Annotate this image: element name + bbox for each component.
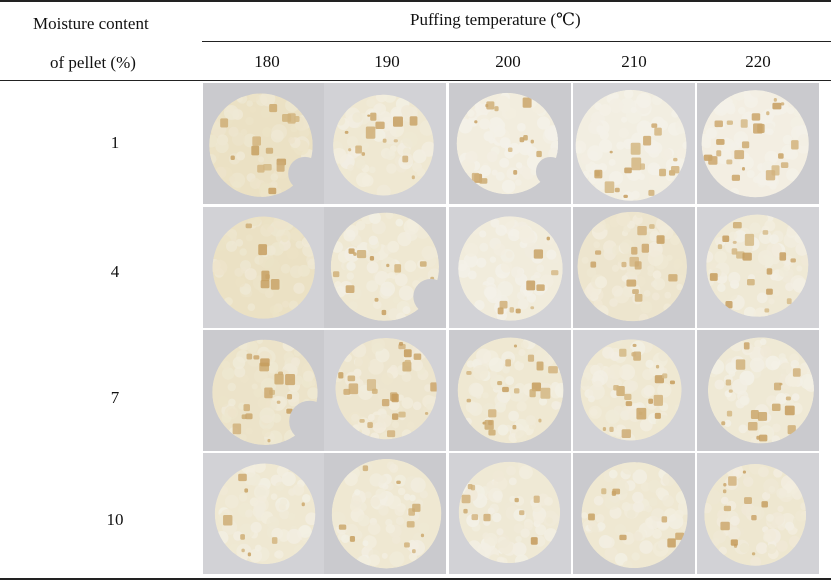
temperature-header: 210	[621, 52, 647, 71]
row-header-line-2: of pellet (%)	[50, 53, 136, 72]
table-bottom-rule	[0, 578, 831, 580]
moisture-row-label: 1	[110, 133, 120, 152]
pellet-sample-photo	[449, 330, 571, 451]
moisture-row-label: 10	[106, 510, 124, 529]
header-bottom-rule	[0, 80, 831, 81]
pellet-sample-photo	[573, 330, 695, 451]
pellet-sample-photo	[203, 453, 325, 574]
table-top-rule	[0, 0, 831, 2]
column-group-rule	[202, 41, 831, 42]
moisture-row-label: 7	[110, 388, 120, 407]
pellet-sample-photo	[203, 330, 325, 451]
moisture-row-label: 4	[110, 262, 120, 281]
row-header-line-1: Moisture content	[33, 14, 149, 33]
pellet-sample-photo	[697, 83, 819, 204]
pellet-sample-photo	[324, 330, 446, 451]
column-group-header: Puffing temperature (℃)	[410, 10, 581, 29]
pellet-sample-photo	[697, 330, 819, 451]
temperature-header: 200	[495, 52, 521, 71]
pellet-sample-photo	[324, 207, 446, 328]
pellet-sample-photo	[573, 207, 695, 328]
pellet-sample-photo	[573, 453, 695, 574]
temperature-header: 190	[374, 52, 400, 71]
pellet-sample-photo	[449, 83, 571, 204]
pellet-sample-photo	[203, 83, 325, 204]
pellet-sample-photo	[449, 207, 571, 328]
temperature-header: 180	[254, 52, 280, 71]
pellet-sample-photo	[573, 83, 695, 204]
pellet-sample-photo	[697, 207, 819, 328]
pellet-sample-photo	[697, 453, 819, 574]
pellet-sample-photo	[324, 453, 446, 574]
temperature-header: 220	[745, 52, 771, 71]
pellet-sample-photo	[203, 207, 325, 328]
pellet-sample-photo	[449, 453, 571, 574]
pellet-sample-photo	[324, 83, 446, 204]
